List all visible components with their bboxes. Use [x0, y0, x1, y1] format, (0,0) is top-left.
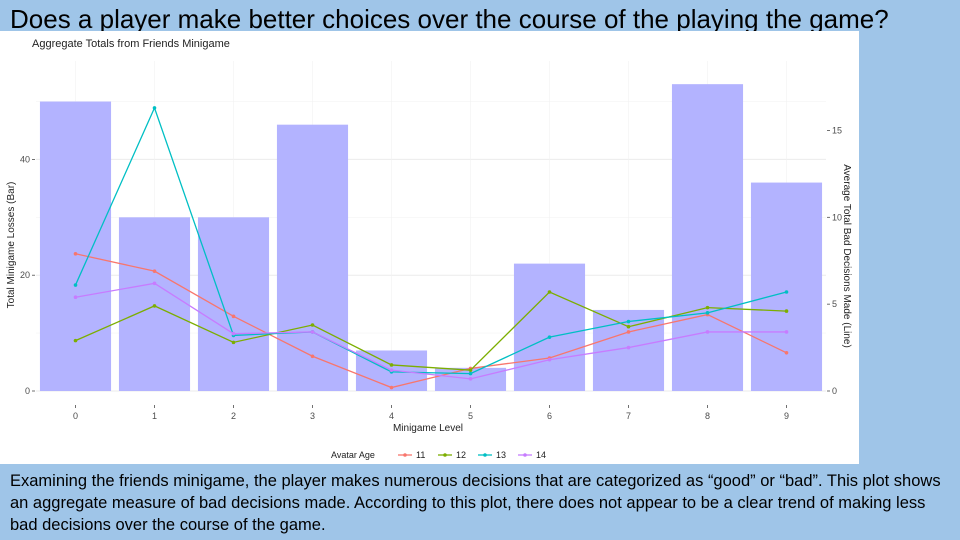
- point-age-12-level-8: [705, 305, 710, 310]
- x-tick-label: 0: [73, 411, 78, 421]
- legend: Avatar Age 11 12 13 14: [331, 450, 546, 460]
- legend-label: 14: [536, 450, 546, 460]
- point-age-11-level-7: [626, 330, 631, 334]
- slide-title: Does a player make better choices over t…: [10, 4, 889, 34]
- point-age-11-level-9: [784, 350, 789, 355]
- point-age-13-level-8: [705, 311, 710, 315]
- legend-key-point: [443, 453, 447, 457]
- series-line-age-13: [74, 106, 787, 375]
- slide-caption: Examining the friends minigame, the play…: [10, 472, 941, 534]
- point-age-12-level-1: [152, 304, 157, 308]
- y-axis-title: Total Minigame Losses (Bar): [6, 182, 17, 309]
- x-tick-label: 7: [626, 411, 631, 421]
- bar-level-0: [39, 101, 112, 392]
- legend-key-point: [523, 453, 527, 457]
- x-tick-label: 1: [152, 411, 157, 421]
- y-tick-label: 40: [20, 154, 30, 164]
- point-age-14-level-5: [468, 377, 473, 381]
- point-age-12-level-9: [784, 309, 789, 313]
- x-tick-label: 8: [705, 411, 710, 421]
- point-age-13-level-9: [784, 290, 789, 294]
- x-tick-label: 4: [389, 411, 394, 421]
- point-age-12-level-0: [73, 338, 78, 343]
- bar-level-3: [276, 124, 349, 392]
- point-age-11-level-0: [73, 251, 78, 256]
- point-age-11-level-2: [231, 314, 236, 319]
- x-tick-label: 2: [231, 411, 236, 421]
- point-age-14-level-8: [705, 330, 710, 334]
- point-age-12-level-7: [626, 324, 631, 329]
- point-age-13-level-1: [152, 106, 157, 110]
- x-tick-label: 9: [784, 411, 789, 421]
- y2-tick-label: 15: [832, 125, 842, 135]
- series-lines: [73, 106, 789, 390]
- series-line-age-11: [75, 253, 787, 389]
- axes: 0 20 40 0 5 10 15 0 1 2 3 4 5 6 7 8 9: [20, 125, 842, 421]
- point-age-14-level-2: [231, 331, 236, 336]
- legend-label: 11: [416, 450, 425, 460]
- y2-tick-label: 10: [832, 212, 842, 222]
- legend-key-point: [403, 453, 407, 457]
- point-age-13-level-7: [626, 319, 631, 324]
- bar-line-chart: Aggregate Totals from Friends Minigame 0…: [6, 38, 852, 460]
- x-tick-label: 6: [547, 411, 552, 421]
- bar-level-6: [513, 263, 586, 391]
- y-tick-label: 20: [20, 270, 30, 280]
- y2-tick-label: 0: [832, 386, 837, 396]
- series-line-age-14: [75, 282, 787, 380]
- point-age-14-level-1: [152, 281, 157, 286]
- x-tick-label: 5: [468, 411, 473, 421]
- point-age-12-level-5: [468, 368, 473, 372]
- bars: [39, 84, 823, 392]
- point-age-14-level-4: [389, 368, 394, 372]
- bar-level-8: [671, 84, 744, 391]
- point-age-12-level-4: [389, 363, 394, 367]
- x-tick-label: 3: [310, 411, 315, 421]
- y-tick-label: 0: [25, 386, 30, 396]
- y2-tick-label: 5: [832, 299, 837, 309]
- bar-level-7: [592, 309, 665, 391]
- point-age-13-level-0: [73, 283, 78, 287]
- bar-level-9: [750, 182, 823, 391]
- chart-title: Aggregate Totals from Friends Minigame: [32, 38, 230, 50]
- point-age-11-level-3: [310, 354, 315, 359]
- point-age-13-level-6: [547, 335, 552, 339]
- point-age-12-level-2: [231, 340, 236, 345]
- x-axis-title: Minigame Level: [393, 423, 463, 434]
- legend-label: 13: [496, 450, 506, 460]
- point-age-14-level-6: [547, 357, 552, 362]
- legend-key-point: [483, 453, 487, 457]
- point-age-12-level-3: [310, 323, 315, 327]
- chart-panel: Aggregate Totals from Friends Minigame 0…: [0, 31, 859, 464]
- bar-level-2: [197, 217, 270, 391]
- legend-label: 12: [456, 450, 466, 460]
- legend-title: Avatar Age: [331, 450, 375, 460]
- point-age-13-level-5: [468, 371, 473, 376]
- point-age-14-level-0: [73, 295, 78, 300]
- point-age-11-level-1: [152, 269, 157, 273]
- y2-axis-title: Average Total Bad Decisions Made (Line): [841, 164, 852, 348]
- point-age-11-level-4: [389, 385, 394, 390]
- point-age-14-level-3: [310, 330, 315, 334]
- point-age-12-level-6: [547, 290, 552, 294]
- point-age-14-level-7: [626, 345, 631, 350]
- point-age-14-level-9: [784, 330, 789, 334]
